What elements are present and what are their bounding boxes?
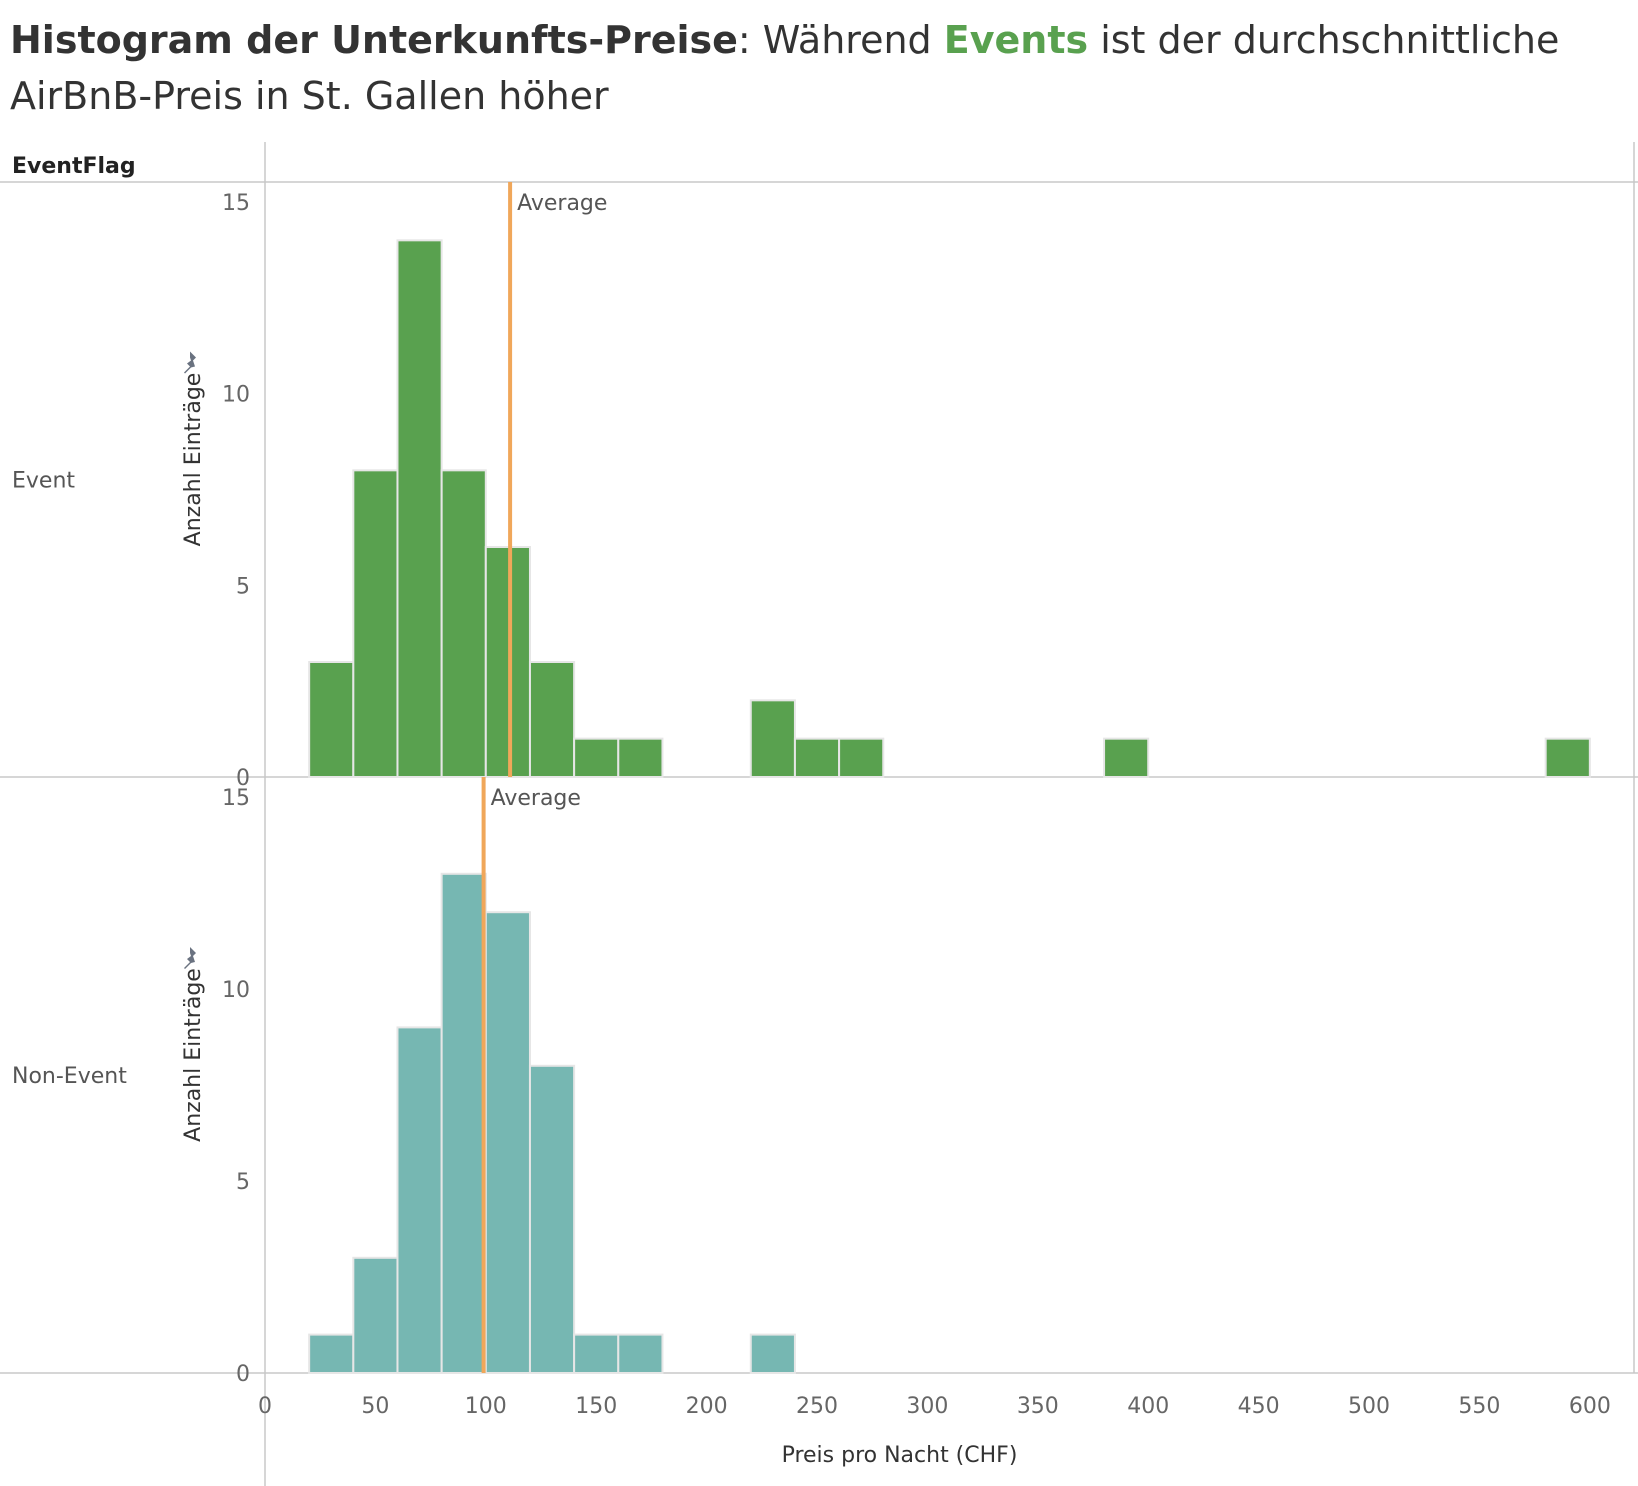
- y-tick-non-event-0: 0: [236, 1362, 250, 1387]
- bar-event-20: [308, 661, 355, 778]
- average-label-event: Average: [517, 191, 607, 216]
- y-axis-label-non-event: Anzahl Einträge: [181, 968, 206, 1142]
- y-tick-event-10: 10: [222, 383, 250, 408]
- x-tick-500: 500: [1348, 1394, 1390, 1419]
- x-tick-250: 250: [796, 1394, 838, 1419]
- bar-event-80: [440, 469, 487, 778]
- bar-event-40: [352, 469, 399, 778]
- bar-event-60: [396, 239, 443, 779]
- x-tick-0: 0: [258, 1394, 272, 1419]
- bar-event-380: [1103, 737, 1150, 779]
- y-tick-non-event-15: 15: [222, 786, 250, 811]
- pin-icon-event: [184, 351, 196, 374]
- title-part-4: ist der durchschnittliche AirBnB-Preis i…: [10, 18, 1560, 118]
- bar-non-event-140: [573, 1333, 620, 1374]
- bar-event-260: [838, 737, 885, 779]
- x-tick-600: 600: [1569, 1394, 1611, 1419]
- average-label-non-event: Average: [491, 786, 581, 811]
- bar-event-220: [749, 699, 796, 778]
- y-tick-non-event-5: 5: [236, 1170, 250, 1195]
- bar-non-event-120: [528, 1064, 576, 1375]
- bar-non-event-80: [440, 872, 487, 1374]
- y-tick-non-event-10: 10: [222, 978, 250, 1003]
- x-tick-150: 150: [575, 1394, 617, 1419]
- bar-event-120: [528, 661, 576, 778]
- bar-event-160: [617, 737, 664, 779]
- row-label-event: Event: [12, 469, 75, 494]
- bar-non-event-20: [308, 1333, 355, 1374]
- title-part-1: Histogram der Unterkunfts-Preise: [10, 18, 738, 62]
- chart-title: Histogram der Unterkunfts-Preise: Währen…: [10, 12, 1610, 124]
- title-part-3: Events: [943, 18, 1089, 62]
- x-tick-300: 300: [906, 1394, 948, 1419]
- bar-non-event-160: [617, 1333, 664, 1374]
- bar-non-event-40: [352, 1256, 399, 1375]
- x-tick-100: 100: [465, 1394, 507, 1419]
- bar-event-580: [1544, 737, 1591, 779]
- bar-non-event-60: [396, 1026, 443, 1375]
- x-tick-450: 450: [1238, 1394, 1280, 1419]
- facet-header: EventFlag: [12, 154, 136, 179]
- title-part-2: : Während: [737, 18, 944, 62]
- x-axis-label: Preis pro Nacht (CHF): [782, 1443, 1018, 1468]
- x-tick-350: 350: [1017, 1394, 1059, 1419]
- row-label-non-event: Non-Event: [12, 1064, 127, 1089]
- bar-event-140: [573, 737, 620, 779]
- x-tick-200: 200: [686, 1394, 728, 1419]
- y-tick-event-5: 5: [236, 574, 250, 599]
- x-tick-400: 400: [1127, 1394, 1169, 1419]
- bar-non-event-220: [749, 1333, 796, 1374]
- x-tick-50: 50: [361, 1394, 389, 1419]
- y-tick-event-0: 0: [236, 766, 250, 791]
- pin-icon-non-event: [184, 947, 196, 969]
- y-tick-event-15: 15: [222, 191, 250, 216]
- bar-non-event-100: [484, 911, 531, 1374]
- x-tick-550: 550: [1458, 1394, 1500, 1419]
- bar-event-240: [793, 737, 841, 779]
- y-axis-label-event: Anzahl Einträge: [181, 373, 206, 547]
- bar-event-100: [484, 546, 531, 778]
